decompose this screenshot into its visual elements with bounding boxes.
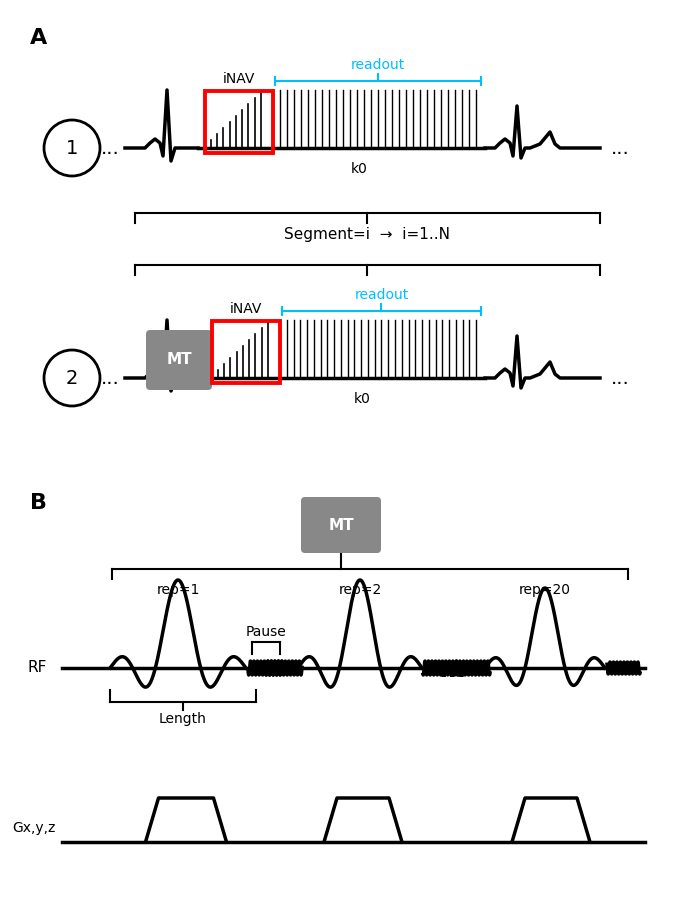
Text: Pause: Pause — [246, 625, 286, 639]
Text: MT: MT — [328, 517, 354, 532]
Text: Gx,y,z: Gx,y,z — [12, 821, 55, 835]
Text: k0: k0 — [351, 162, 367, 176]
Text: ...: ... — [101, 139, 119, 158]
Text: Segment=i  →  i=1..N: Segment=i → i=1..N — [284, 227, 451, 242]
Text: rep=20: rep=20 — [519, 583, 571, 597]
Text: readout: readout — [351, 58, 405, 72]
Text: ...: ... — [610, 369, 630, 387]
Text: rep=2: rep=2 — [338, 583, 382, 597]
Text: readout: readout — [354, 288, 409, 302]
Text: 2: 2 — [66, 369, 78, 387]
Text: Length: Length — [159, 712, 207, 726]
Text: rep=1: rep=1 — [156, 583, 200, 597]
Text: B: B — [30, 493, 47, 513]
Bar — [212, 321, 280, 383]
FancyBboxPatch shape — [301, 497, 381, 553]
Bar — [205, 91, 273, 153]
Text: ...: ... — [438, 658, 466, 682]
Text: ...: ... — [101, 369, 119, 387]
FancyBboxPatch shape — [146, 330, 212, 390]
Text: 1: 1 — [66, 139, 78, 158]
Text: iNAV: iNAV — [223, 72, 256, 86]
Text: MT: MT — [166, 352, 192, 368]
Text: RF: RF — [28, 660, 47, 676]
Text: k0: k0 — [354, 392, 371, 406]
Text: A: A — [30, 28, 47, 48]
Text: iNAV: iNAV — [229, 302, 262, 316]
Text: ...: ... — [610, 139, 630, 158]
